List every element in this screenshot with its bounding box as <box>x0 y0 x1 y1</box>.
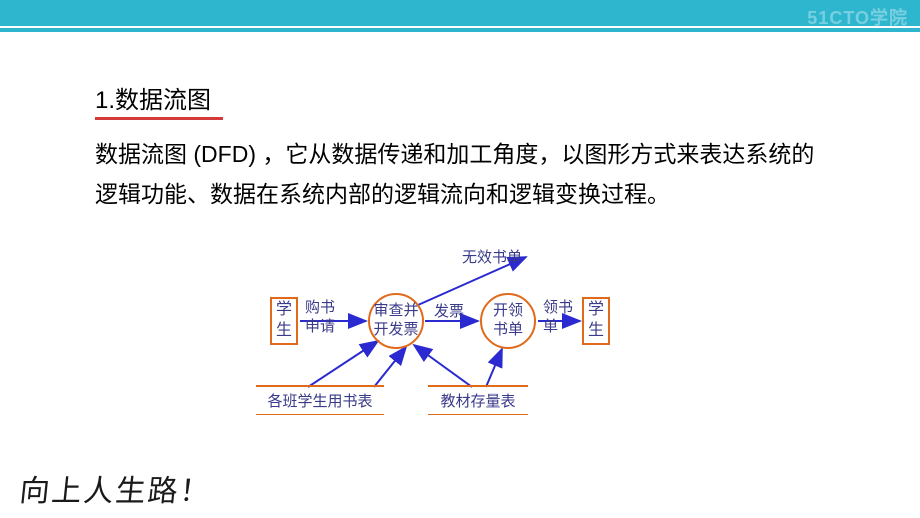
header-bar-2 <box>0 28 920 32</box>
section-heading: 1.数据流图 <box>95 80 211 115</box>
entity-student_right: 学生 <box>582 297 610 345</box>
arrow-4 <box>308 341 378 387</box>
content-area: 1.数据流图 数据流图 (DFD) ，它从数据传递和加工角度，以图形方式来表达系… <box>95 80 835 214</box>
flow-label-f3: 无效书单 <box>462 249 522 268</box>
heading-underline <box>95 117 223 120</box>
datastore-s1: 各班学生用书表 <box>256 385 384 415</box>
process-p1: 审查并开发票 <box>368 293 424 349</box>
flow-label-f4: 领书单 <box>543 299 573 337</box>
flow-label-f2: 发票 <box>434 303 464 322</box>
arrow-6 <box>414 345 472 387</box>
header-bar-1 <box>0 0 920 26</box>
flow-label-f1: 购书申请 <box>305 299 335 337</box>
process-p2: 开领书单 <box>480 293 536 349</box>
footer-slogan: 向上人生路！ <box>18 466 215 510</box>
dfd-diagram: 学生 学生 审查并开发票开领书单各班学生用书表 教材存量表 购书申请 发票 无效书单领书单 <box>250 245 680 435</box>
arrow-5 <box>374 347 406 387</box>
entity-student_left: 学生 <box>270 297 298 345</box>
datastore-s2: 教材存量表 <box>428 385 528 415</box>
watermark: 51CTO学院 <box>807 4 908 30</box>
description-paragraph: 数据流图 (DFD) ，它从数据传递和加工角度，以图形方式来表达系统的逻辑功能、… <box>95 134 835 215</box>
arrow-7 <box>486 349 502 387</box>
